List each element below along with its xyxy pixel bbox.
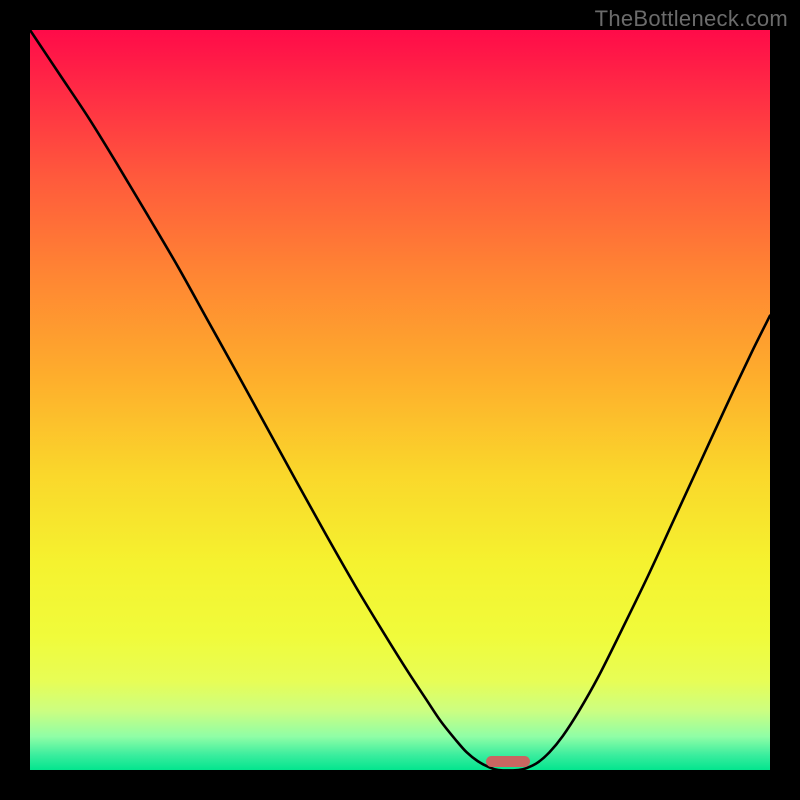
chart-plot-area: [30, 30, 770, 770]
optimal-range-marker: [486, 756, 530, 767]
attribution-text: TheBottleneck.com: [595, 6, 788, 32]
bottleneck-curve: [30, 30, 770, 770]
